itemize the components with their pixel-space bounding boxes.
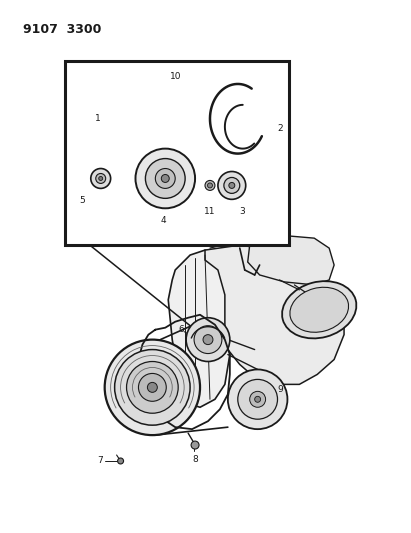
Ellipse shape xyxy=(127,361,178,413)
Text: 3: 3 xyxy=(240,207,245,216)
Ellipse shape xyxy=(118,458,124,464)
Ellipse shape xyxy=(228,369,287,429)
Ellipse shape xyxy=(229,182,235,188)
Text: 5: 5 xyxy=(79,196,85,205)
Ellipse shape xyxy=(205,181,215,190)
Ellipse shape xyxy=(136,149,195,208)
Text: 10: 10 xyxy=(170,72,182,81)
Ellipse shape xyxy=(91,168,111,188)
Text: 1: 1 xyxy=(95,114,101,123)
Text: 9: 9 xyxy=(277,385,283,394)
Ellipse shape xyxy=(208,183,212,188)
Text: 11: 11 xyxy=(204,207,215,216)
Polygon shape xyxy=(248,235,334,285)
Ellipse shape xyxy=(115,350,190,425)
Polygon shape xyxy=(168,250,230,407)
Text: 2: 2 xyxy=(277,124,283,133)
Ellipse shape xyxy=(290,287,349,332)
Text: 6: 6 xyxy=(178,325,184,334)
Ellipse shape xyxy=(155,168,175,188)
Ellipse shape xyxy=(96,173,106,183)
Ellipse shape xyxy=(250,391,266,407)
Bar xyxy=(65,61,289,245)
Ellipse shape xyxy=(282,281,356,338)
Ellipse shape xyxy=(139,374,166,401)
Ellipse shape xyxy=(148,382,157,392)
Text: 7: 7 xyxy=(97,456,102,465)
Ellipse shape xyxy=(238,379,277,419)
Ellipse shape xyxy=(161,174,169,182)
Text: 4: 4 xyxy=(160,216,166,225)
Ellipse shape xyxy=(145,158,185,198)
Ellipse shape xyxy=(218,172,246,199)
Ellipse shape xyxy=(224,177,240,193)
Ellipse shape xyxy=(191,441,199,449)
Ellipse shape xyxy=(203,335,213,345)
Text: 9107  3300: 9107 3300 xyxy=(23,23,102,36)
Ellipse shape xyxy=(194,326,222,353)
Ellipse shape xyxy=(175,95,183,103)
Ellipse shape xyxy=(105,340,200,435)
Ellipse shape xyxy=(255,397,261,402)
Ellipse shape xyxy=(118,141,127,151)
Ellipse shape xyxy=(186,318,230,361)
Ellipse shape xyxy=(99,176,103,181)
Text: 8: 8 xyxy=(192,455,198,464)
Polygon shape xyxy=(205,245,344,384)
